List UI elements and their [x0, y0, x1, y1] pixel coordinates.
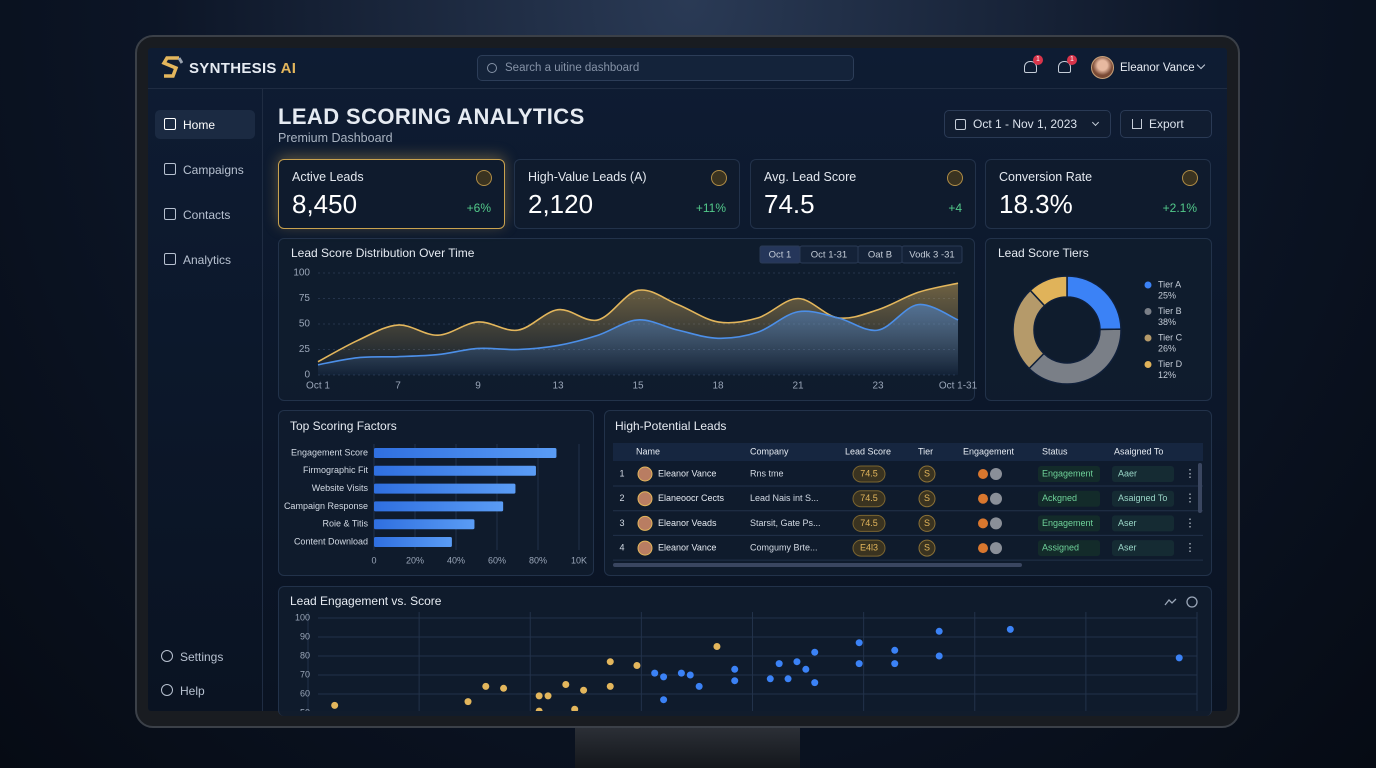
nav-item[interactable]: Contacts: [155, 200, 255, 229]
kpi-icon: [947, 170, 963, 186]
avatar[interactable]: [1091, 56, 1114, 79]
nav-icon: [161, 650, 173, 662]
date-picker[interactable]: Oct 1 - Nov 1, 2023: [944, 110, 1111, 138]
nav-icon: [164, 163, 176, 175]
nav-item[interactable]: Settings: [152, 642, 252, 671]
nav-label: Help: [180, 683, 205, 698]
nav-item[interactable]: Analytics: [155, 245, 255, 274]
divider: [148, 88, 1227, 89]
kpi-icon: [711, 170, 727, 186]
notification-badge: 1: [1067, 55, 1077, 65]
kpi-card: Active Leads 8,450 +6%: [278, 159, 505, 229]
nav-icon: [164, 253, 176, 265]
kpi-value: 8,450: [292, 189, 358, 219]
bell-icon[interactable]: [1024, 61, 1037, 73]
donut-panel: [985, 238, 1212, 401]
chevron: [1091, 118, 1100, 127]
divider: [262, 89, 263, 711]
kpi-label: Active Leads: [292, 170, 364, 184]
nav-label: Settings: [180, 649, 224, 664]
export-button[interactable]: Export: [1120, 110, 1212, 138]
export-label: Export: [1149, 117, 1184, 131]
search-placeholder: Search a uitine dashboard: [505, 62, 640, 74]
table-panel: [604, 410, 1212, 576]
logo: [161, 56, 183, 78]
kpi-icon: [1182, 170, 1198, 186]
kpi-change: +4: [948, 201, 962, 215]
nav-icon: [161, 684, 173, 696]
nav-label: Home: [183, 117, 216, 132]
user-name[interactable]: Eleanor Vance: [1120, 62, 1195, 74]
nav-label: Contacts: [183, 207, 231, 222]
kpi-change: +2.1%: [1162, 201, 1197, 215]
line-panel: [278, 238, 975, 401]
logo-mark: [161, 56, 179, 78]
kpi-label: Avg. Lead Score: [764, 170, 857, 184]
nav-item[interactable]: Help: [152, 676, 252, 705]
brand-name: SYNTHESIS: [189, 60, 277, 77]
kpi-value: 2,120: [528, 189, 594, 219]
nav-icon: [164, 208, 176, 220]
nav-label: Campaigns: [183, 162, 244, 177]
kpi-icon: [476, 170, 492, 186]
search-box[interactable]: Search a uitine dashboard: [477, 55, 854, 81]
nav-label: Analytics: [183, 252, 232, 267]
notification-badge: 1: [1033, 55, 1043, 65]
kpi-change: +6%: [466, 201, 491, 215]
nav-item[interactable]: Campaigns: [155, 155, 255, 184]
scatter-panel: [278, 586, 1212, 716]
logo-mark: [177, 57, 183, 64]
kpi-change: +11%: [695, 201, 726, 215]
kpi-value: 18.3%: [999, 189, 1073, 219]
kpi-label: High-Value Leads (A): [528, 170, 647, 184]
search-icon: [487, 63, 497, 73]
page-subtitle: Premium Dashboard: [278, 131, 393, 145]
brand-accent: AI: [280, 60, 297, 77]
monitor-stand: [575, 728, 800, 768]
brand: SYNTHESIS AI: [189, 60, 296, 77]
kpi-card: Avg. Lead Score 74.5 +4: [750, 159, 976, 229]
download-icon: [1132, 119, 1142, 129]
date-range: Oct 1 - Nov 1, 2023: [973, 117, 1078, 131]
kpi-card: Conversion Rate 18.3% +2.1%: [985, 159, 1211, 229]
kpi-label: Conversion Rate: [999, 170, 1093, 184]
nav-item[interactable]: Home: [155, 110, 255, 139]
bell-icon[interactable]: [1058, 61, 1071, 73]
page-title: LEAD SCORING ANALYTICS: [278, 104, 585, 129]
calendar-icon: [955, 119, 966, 130]
nav-icon: [164, 118, 176, 130]
kpi-value: 74.5: [764, 189, 815, 219]
bar-panel: [278, 410, 594, 576]
kpi-card: High-Value Leads (A) 2,120 +11%: [514, 159, 740, 229]
